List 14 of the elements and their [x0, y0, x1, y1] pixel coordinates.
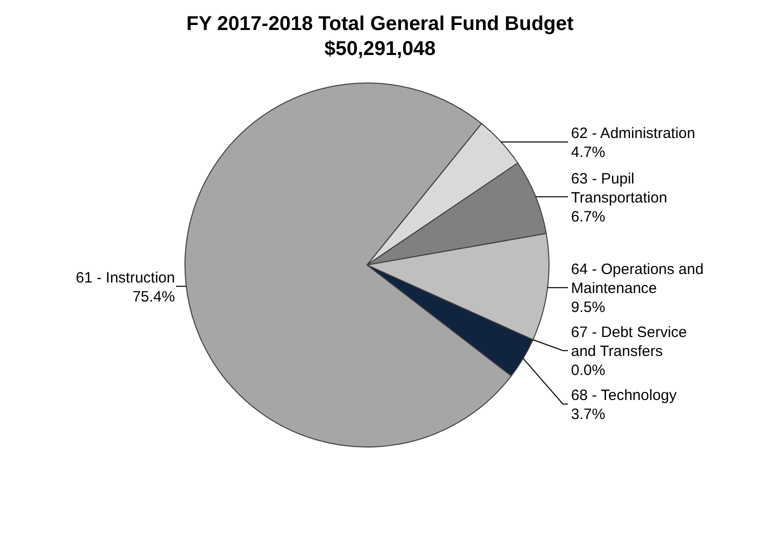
- chart-subtitle: $50,291,048: [324, 38, 436, 60]
- chart-title: FY 2017-2018 Total General Fund Budget: [186, 13, 574, 35]
- text: 0.0%: [571, 362, 606, 380]
- data-label: 9.5%: [571, 299, 606, 316]
- data-label: 6.7%: [571, 208, 606, 226]
- slice-label: 62 - Administration: [571, 124, 696, 142]
- slice-label: 64 - Operations and Maintenance: [571, 261, 704, 298]
- data-label: 4.7%: [571, 144, 606, 161]
- slice-label: 63 - Pupil Transportation: [571, 170, 668, 206]
- data-label: 75.4%: [132, 288, 175, 306]
- slice-label: 61 - Instruction: [76, 269, 175, 286]
- slice-label: 68 - Technology: [571, 387, 678, 404]
- data-label: 3.7%: [571, 406, 606, 424]
- legend-label: 67 - Debt Service and Transfers: [571, 324, 687, 360]
